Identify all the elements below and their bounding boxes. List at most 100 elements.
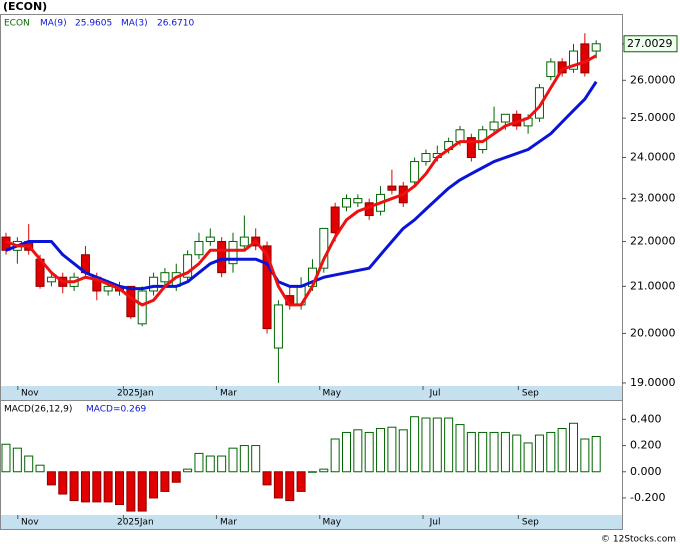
candle-body (546, 61, 556, 78)
candle-body (500, 113, 510, 123)
macd-bar (523, 442, 533, 473)
macd-bar (512, 434, 522, 473)
last-price-label: 27.0029 (627, 37, 673, 50)
macd-bar (183, 468, 193, 473)
candle-body (580, 43, 590, 74)
macd-bar (432, 417, 442, 473)
macd-bar (534, 434, 544, 473)
y-tick-label: 0.200 (630, 439, 662, 452)
macd-bar (569, 422, 578, 473)
macd-bar (35, 464, 45, 473)
macd-bar (421, 417, 431, 473)
macd-bar (149, 471, 159, 499)
macd-bar (239, 445, 249, 473)
macd-bar (194, 452, 204, 473)
macd-bar (228, 447, 238, 473)
macd-bar (115, 471, 124, 506)
y-tick-label: 21.0000 (630, 279, 676, 292)
candle-body (410, 161, 420, 183)
macd-bar (126, 471, 136, 512)
month-strip (1, 515, 622, 529)
x-tick-label: Mar (220, 518, 237, 528)
x-tick-label: May (322, 389, 341, 399)
macd-bar (92, 471, 102, 503)
macd-bar (285, 471, 295, 502)
x-tick-label: Nov (21, 389, 39, 399)
y-tick-label: 0.000 (630, 465, 662, 478)
macd-frame (0, 400, 623, 530)
legend-label: MA(3) (121, 19, 148, 29)
candle-body (137, 290, 147, 325)
y-tick-label: 0.400 (630, 412, 662, 425)
macd-bar (205, 455, 215, 473)
macd-bar (330, 438, 340, 473)
macd-bar (217, 455, 227, 473)
macd-legend: MACD=0.269 (86, 405, 147, 415)
y-tick-label: 24.0000 (630, 151, 676, 164)
candle-body (205, 236, 215, 242)
candle-body (534, 87, 544, 119)
legend-value: 25.9605 (75, 19, 112, 29)
x-tick-label: Jul (429, 389, 441, 399)
candle-body (103, 285, 113, 292)
macd-bar (296, 471, 306, 492)
ma-line (5, 54, 597, 307)
x-tick-label: Jul (429, 518, 441, 528)
macd-bar (273, 471, 283, 499)
candle-body (387, 185, 397, 191)
candle-body (228, 240, 238, 265)
candle-body (194, 240, 204, 256)
macd-bar (580, 438, 590, 473)
candle-body (160, 272, 170, 283)
macd-bar (171, 471, 181, 483)
macd-bar (353, 429, 363, 473)
candle-body (569, 50, 578, 70)
candle-body (353, 198, 363, 204)
macd-bar (455, 424, 465, 473)
macd-bar (251, 445, 261, 473)
x-tick-label: Sep (522, 518, 539, 528)
macd-bar (466, 431, 476, 473)
macd-bar (1, 443, 11, 473)
macd-bar (364, 431, 374, 473)
macd-bar (546, 431, 556, 473)
legend-value: 26.6710 (157, 19, 194, 29)
y-tick-label: -0.200 (630, 491, 665, 504)
legend-label: MA(9) (40, 19, 67, 29)
macd-bar (478, 431, 488, 473)
macd-bar (58, 471, 68, 495)
y-tick-label: 20.0000 (630, 326, 676, 339)
x-tick-label: Mar (220, 389, 237, 399)
candle-body (489, 121, 499, 131)
x-tick-label: May (322, 518, 341, 528)
macd-bar (12, 447, 22, 473)
y-tick-label: 19.0000 (630, 376, 676, 389)
macd-bar (376, 428, 386, 473)
candle-body (239, 236, 249, 247)
x-tick-label: 2025Jan (117, 518, 154, 528)
y-tick-label: 25.0000 (630, 111, 676, 124)
macd-bar (410, 416, 420, 473)
x-tick-label: Sep (522, 389, 539, 399)
macd-bar (398, 429, 408, 473)
y-tick-label: 22.0000 (630, 234, 676, 247)
month-strip (1, 386, 622, 400)
candle-body (183, 254, 193, 278)
x-tick-label: Nov (21, 518, 39, 528)
candle-body (466, 137, 476, 159)
y-tick-label: 23.0000 (630, 192, 676, 205)
macd-bar (489, 431, 499, 473)
macd-bar (387, 426, 397, 473)
x-tick-label: 2025Jan (117, 389, 154, 399)
macd-bar (46, 471, 56, 486)
macd-bar (342, 431, 351, 473)
macd-bar (69, 471, 79, 502)
macd-bar (137, 471, 147, 512)
macd-bar (80, 471, 90, 503)
candle-body (591, 43, 601, 52)
macd-bar (591, 436, 601, 473)
y-tick-label: 26.0000 (630, 73, 676, 86)
macd-bar (307, 471, 317, 473)
macd-bar (500, 431, 510, 473)
macd-bar (24, 455, 34, 473)
